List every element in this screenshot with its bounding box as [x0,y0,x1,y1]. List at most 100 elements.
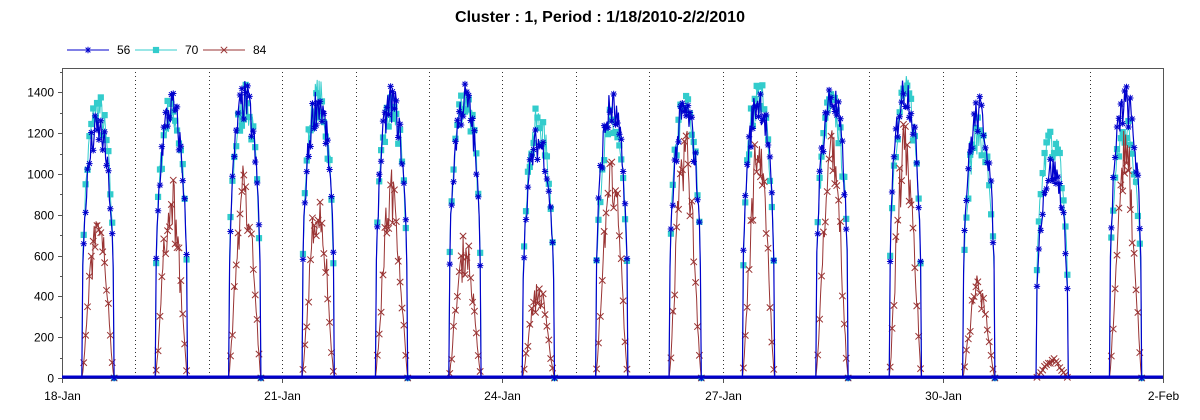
data-point [978,102,985,109]
data-point [911,264,919,272]
data-point [456,108,463,115]
data-point [1123,134,1130,142]
data-point [1127,141,1134,148]
data-point [385,224,393,233]
data-point [690,158,697,165]
data-point [253,315,261,323]
legend-label: 84 [253,43,267,57]
data-point [250,127,257,135]
data-point [1058,204,1065,211]
data-point [692,149,699,157]
data-point [84,165,91,173]
data-point [311,125,318,132]
data-point [896,113,903,120]
legend-swatch [135,46,177,54]
data-point [109,230,116,237]
data-point [962,346,970,354]
data-point [99,248,107,256]
data-point [770,257,777,264]
data-point [395,134,402,141]
data-point [835,196,843,204]
data-point [743,161,751,168]
data-point [88,129,95,136]
data-point [841,173,848,180]
data-point [966,327,974,335]
data-point [675,138,682,146]
data-point [402,216,410,223]
data-point [453,292,461,300]
data-point [301,190,308,197]
data-point [688,131,695,138]
data-point [1134,212,1142,220]
data-point [686,212,694,220]
data-point [1121,87,1128,95]
data-point [538,142,545,150]
data-point [457,252,465,260]
data-point [835,98,842,106]
x-tick-label: 21-Jan [264,389,301,403]
data-point [152,255,160,262]
data-point [764,136,772,143]
data-point [387,181,395,189]
data-point [90,147,97,154]
data-point [598,276,606,285]
data-point [1062,250,1069,257]
data-point [233,126,240,134]
data-point [543,153,551,160]
data-point [324,136,331,144]
data-point [816,315,824,323]
data-point [968,145,976,152]
data-point [326,166,333,173]
data-point [1124,167,1132,175]
data-point [904,82,911,89]
data-point [1037,227,1044,234]
data-point [255,221,263,228]
data-point [1127,94,1134,102]
data-point [164,227,172,235]
data-point [1046,359,1054,367]
data-point [249,265,257,274]
data-point [541,168,549,175]
data-point [86,160,93,167]
data-point [227,228,234,235]
data-point [900,90,907,98]
data-point [318,219,326,227]
data-point [448,201,455,209]
data-point [1039,211,1046,218]
data-point [531,308,540,316]
data-point [820,148,827,155]
data-point [766,303,774,312]
data-point [320,110,328,117]
data-point [688,113,696,121]
data-point [983,326,991,334]
data-point [671,291,679,299]
data-point [613,190,622,198]
data-point [595,194,602,202]
data-point [840,320,848,328]
legend-marker [84,46,92,54]
data-point [173,103,181,111]
data-point [82,331,90,339]
data-point [838,292,846,300]
data-point [818,144,825,152]
data-point [303,323,311,331]
data-point [747,217,755,225]
data-point [762,229,770,238]
data-point [458,92,465,99]
data-point [682,132,690,140]
data-point [539,139,547,146]
data-point [1060,197,1067,204]
data-point [308,214,317,222]
data-point [154,207,162,214]
data-point [1056,149,1063,157]
data-point [543,322,551,330]
data-point [970,110,978,118]
data-point [770,365,778,373]
data-point [534,114,541,121]
data-point [109,219,116,226]
data-point [99,146,106,154]
data-point [454,117,461,124]
data-point [396,278,404,286]
data-point [829,167,837,175]
data-point [892,233,900,241]
